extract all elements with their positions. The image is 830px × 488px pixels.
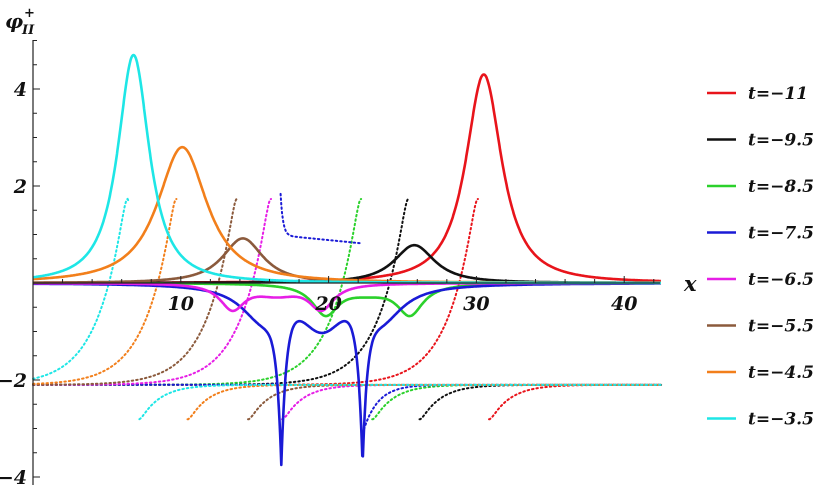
y-axis-label-superscript: + [24, 6, 35, 21]
phase-curves [32, 192, 663, 435]
x-tick-label: 10 [168, 293, 194, 315]
legend-label-1: t=−9.5 [748, 131, 814, 151]
y-axis-label: φ [5, 9, 23, 33]
phase-curve-4-right [281, 383, 663, 421]
legend-label-0: t=−11 [748, 84, 808, 104]
legend-label-6: t=−4.5 [748, 363, 814, 383]
phase-curve-5-left [32, 198, 238, 386]
x-tick-label: 20 [314, 293, 341, 315]
legend-label-7: t=−3.5 [748, 410, 814, 430]
y-tick-label: −4 [0, 467, 27, 488]
legend: t=−11 t=−9.5 t=−8.5 t=−7.5 t=−6.5 t=−5.5 t=−4.… [707, 84, 814, 430]
y-tick-label: 4 [14, 79, 27, 101]
phase-curve-6-left [32, 198, 178, 385]
legend-label-4: t=−6.5 [748, 270, 814, 290]
x-tick-label: 40 [611, 293, 637, 315]
x-axis-label: x [683, 271, 697, 296]
legend-label-5: t=−5.5 [748, 317, 814, 337]
x-tick-label: 30 [463, 293, 489, 315]
phase-curve-7-right [138, 383, 663, 421]
legend-label-3: t=−7.5 [748, 224, 814, 244]
phase-curve-7-left [32, 197, 130, 380]
phase-curve-3-right [361, 383, 663, 435]
y-tick-label: 2 [13, 176, 27, 198]
axes: 10 20 30 40 −4 −2 2 4 x φII + [0, 6, 697, 488]
y-tick-label: −2 [0, 370, 27, 392]
legend-label-2: t=−8.5 [748, 177, 814, 197]
plot-background [0, 0, 660, 488]
y-axis-label-subscript: II [21, 23, 35, 38]
